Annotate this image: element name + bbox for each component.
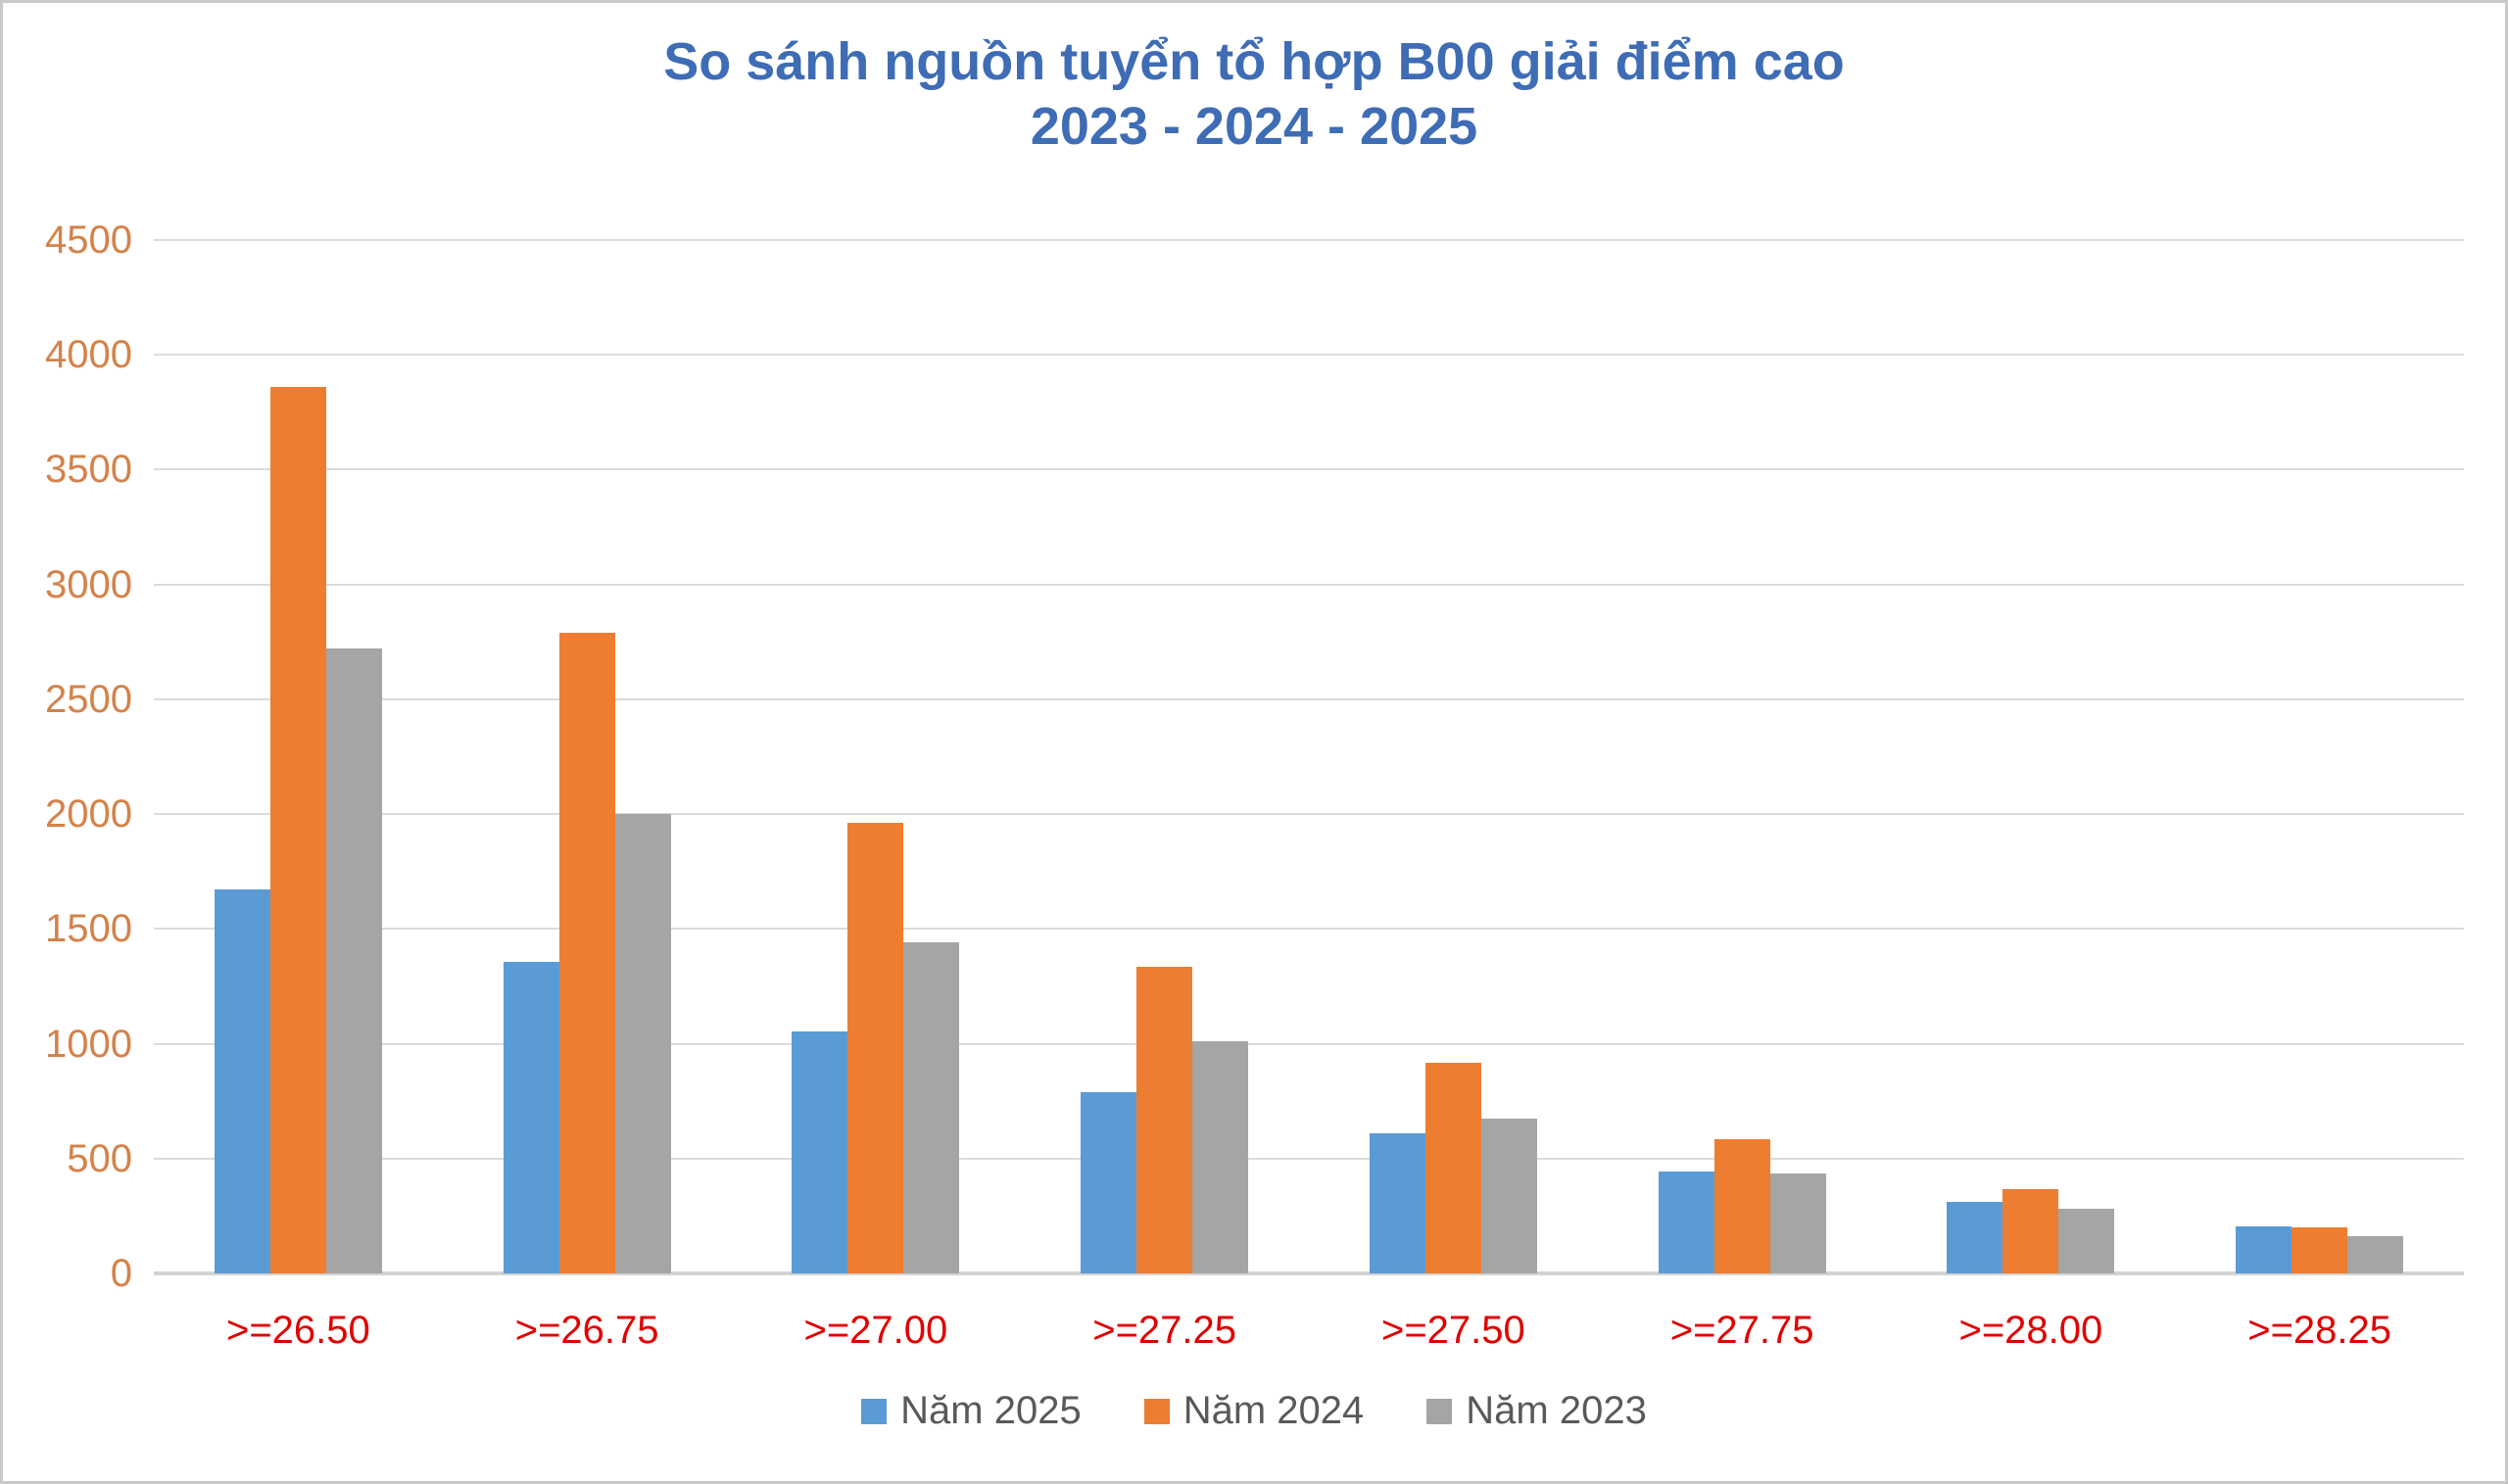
x-axis-tick-label->=27.50: >=27.50 <box>1380 1309 1525 1352</box>
legend-item-nam-2023: Năm 2023 <box>1426 1389 1647 1433</box>
bar-nam-2024->=27.00 <box>847 823 904 1273</box>
legend-label-nam-2025: Năm 2025 <box>900 1389 1082 1432</box>
y-axis-tick-label-2000: 2000 <box>45 792 132 837</box>
bar-nam-2025->=26.50 <box>214 889 270 1273</box>
gridline-1500 <box>154 928 2464 931</box>
bar-nam-2024->=27.75 <box>1713 1138 1770 1273</box>
legend-swatch-nam-2024 <box>1143 1398 1170 1424</box>
bar-nam-2023->=28.25 <box>2347 1236 2404 1273</box>
bar-nam-2024->=28.25 <box>2291 1227 2348 1273</box>
bar-nam-2025->=27.00 <box>792 1030 848 1273</box>
legend-swatch-nam-2025 <box>861 1398 888 1424</box>
gridline-4000 <box>154 354 2464 357</box>
x-axis-tick-label->=27.00: >=27.00 <box>803 1309 948 1352</box>
x-axis-tick-label->=27.25: >=27.25 <box>1092 1309 1237 1352</box>
x-axis-tick-label->=28.25: >=28.25 <box>2247 1309 2392 1352</box>
bar-nam-2024->=28.00 <box>2002 1189 2059 1273</box>
bar-nam-2023->=26.75 <box>614 814 671 1273</box>
legend-item-nam-2025: Năm 2025 <box>861 1389 1082 1433</box>
gridline-2000 <box>154 813 2464 816</box>
bar-nam-2023->=27.00 <box>903 942 960 1273</box>
bar-nam-2025->=28.25 <box>2236 1225 2292 1273</box>
legend-item-nam-2024: Năm 2024 <box>1143 1389 1365 1433</box>
y-axis-tick-label-500: 500 <box>67 1136 132 1180</box>
y-axis-tick-label-0: 0 <box>110 1252 132 1295</box>
bar-nam-2025->=28.00 <box>1947 1202 2003 1273</box>
legend-label-nam-2024: Năm 2024 <box>1182 1389 1365 1432</box>
chart-title-line-2: 2023 - 2024 - 2025 <box>1030 97 1478 156</box>
bar-nam-2023->=27.75 <box>1769 1173 1826 1273</box>
bar-nam-2023->=26.50 <box>325 648 382 1273</box>
bar-nam-2023->=27.25 <box>1192 1041 1249 1273</box>
bar-nam-2024->=26.75 <box>558 632 615 1273</box>
x-axis-tick-label->=27.75: >=27.75 <box>1669 1309 1814 1352</box>
y-axis-tick-label-1000: 1000 <box>45 1022 132 1066</box>
x-axis-tick-label->=28.00: >=28.00 <box>1958 1309 2103 1352</box>
gridline-1000 <box>154 1042 2464 1045</box>
y-axis-tick-label-3500: 3500 <box>45 448 132 492</box>
bar-nam-2024->=27.25 <box>1136 967 1193 1273</box>
bar-nam-2025->=26.75 <box>503 962 559 1273</box>
chart-title: So sánh nguồn tuyển tổ hợp B00 giải điểm… <box>0 29 2508 159</box>
chart-legend: Năm 2025 Năm 2024 Năm 2023 <box>0 1389 2508 1433</box>
x-axis-tick-label->=26.50: >=26.50 <box>225 1309 370 1352</box>
bar-nam-2023->=28.00 <box>2058 1209 2115 1273</box>
y-axis-tick-label-4000: 4000 <box>45 333 132 377</box>
legend-label-nam-2023: Năm 2023 <box>1466 1389 1647 1432</box>
x-axis-tick-label->=26.75: >=26.75 <box>514 1309 659 1352</box>
bar-nam-2025->=27.75 <box>1658 1171 1714 1273</box>
bar-nam-2024->=26.50 <box>269 387 326 1273</box>
bar-nam-2023->=27.50 <box>1480 1118 1537 1273</box>
gridline-4500 <box>154 239 2464 241</box>
y-axis-tick-label-4500: 4500 <box>45 218 132 262</box>
legend-swatch-nam-2023 <box>1426 1398 1453 1424</box>
y-axis-tick-label-1500: 1500 <box>45 907 132 951</box>
gridline-3000 <box>154 583 2464 586</box>
bar-nam-2024->=27.50 <box>1424 1063 1481 1273</box>
gridline-3500 <box>154 468 2464 471</box>
gridline-500 <box>154 1157 2464 1160</box>
gridline-2500 <box>154 697 2464 700</box>
y-axis-tick-label-3000: 3000 <box>45 562 132 606</box>
gridline-0 <box>154 1271 2464 1275</box>
bar-nam-2025->=27.50 <box>1369 1132 1425 1273</box>
bar-nam-2025->=27.25 <box>1081 1091 1137 1273</box>
y-axis-tick-label-2500: 2500 <box>45 677 132 721</box>
chart-title-line-1: So sánh nguồn tuyển tổ hợp B00 giải điểm… <box>663 32 1845 91</box>
